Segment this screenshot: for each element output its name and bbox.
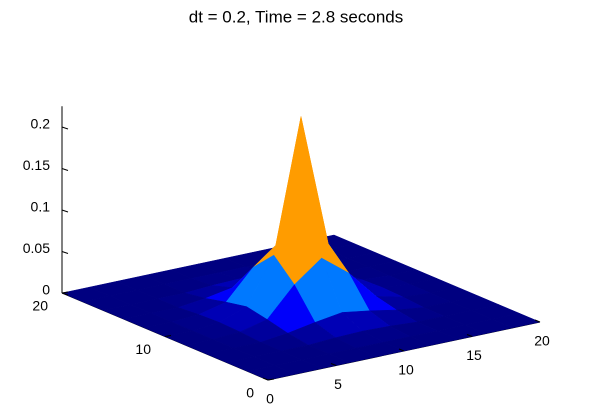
x-tick-mark: [466, 334, 473, 337]
x-tick-mark: [262, 377, 269, 381]
y-tick-label: 0: [246, 385, 254, 401]
z-tick-mark: [61, 209, 69, 213]
x-tick-label: 20: [534, 333, 550, 349]
x-tick-mark: [330, 363, 337, 366]
chart-title: dt = 0.2, Time = 2.8 seconds: [189, 7, 404, 26]
z-tick-mark: [61, 251, 69, 254]
x-tick-label: 0: [266, 391, 274, 407]
y-tick-mark: [164, 335, 172, 337]
y-tick-label: 20: [32, 298, 48, 314]
z-tick-label: 0: [42, 282, 50, 298]
surface-patch: [247, 365, 296, 381]
x-tick-label: 10: [398, 362, 414, 378]
z-tick-mark: [61, 168, 69, 171]
z-tick-label: 0.1: [31, 199, 51, 215]
x-tick-label: 5: [334, 376, 342, 392]
z-tick-mark: [61, 126, 69, 130]
y-tick-mark: [267, 378, 275, 381]
x-tick-mark: [398, 348, 405, 352]
z-tick-label: 0.05: [23, 240, 50, 256]
x-tick-mark: [534, 319, 541, 323]
y-tick-mark: [61, 291, 69, 294]
x-tick-label: 15: [466, 347, 482, 363]
z-tick-label: 0.15: [23, 157, 50, 173]
y-tick-label: 10: [135, 341, 151, 357]
z-tick-label: 0.2: [31, 116, 51, 132]
